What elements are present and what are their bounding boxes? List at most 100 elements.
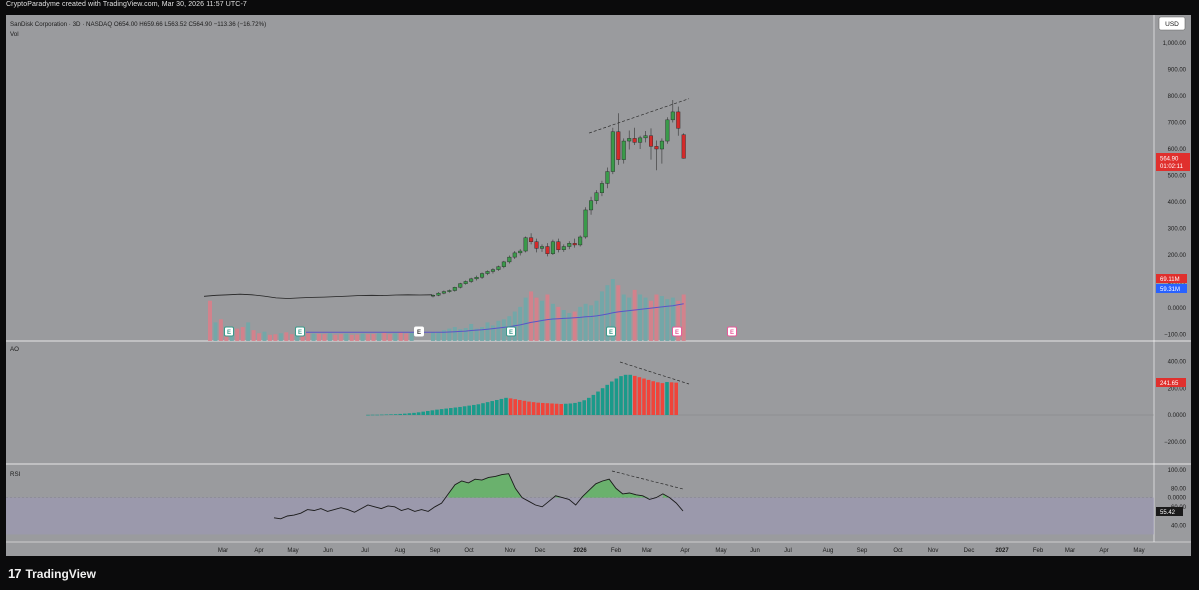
volume-bar <box>267 334 272 341</box>
volume-badge <box>1156 274 1187 283</box>
time-tick-label: Jul <box>361 548 369 554</box>
volume-bar <box>447 328 452 341</box>
volume-bar <box>518 306 523 341</box>
volume-bar <box>441 330 446 341</box>
ao-bar <box>467 405 471 415</box>
earnings-marker-box <box>727 326 737 337</box>
rsi-pane[interactable] <box>6 470 1154 535</box>
volume-bar <box>273 334 278 341</box>
rsi-tick-label: 0.0000 <box>1168 496 1187 502</box>
ao-bar <box>660 383 665 415</box>
volume-bar <box>295 334 300 341</box>
volume-bar <box>496 320 501 341</box>
ao-bar <box>375 414 379 416</box>
candle <box>643 135 648 139</box>
candle <box>474 277 479 280</box>
ao-tick-label: 0.0000 <box>1168 413 1187 419</box>
ao-bar <box>628 374 632 415</box>
price-pane[interactable] <box>203 98 690 299</box>
ao-pane[interactable] <box>366 361 1154 416</box>
candle <box>659 140 664 150</box>
price-tick-label: 900.00 <box>1168 68 1187 74</box>
ao-bar <box>370 414 375 416</box>
price-line-early <box>203 293 433 299</box>
chart-frame[interactable]: E E E E E E E 1,000.00 900.00 800.00 700.00 600.00… <box>6 15 1191 556</box>
volume-bar <box>458 329 463 341</box>
price-tick-label: 800.00 <box>1168 94 1187 100</box>
ao-bar <box>674 382 678 415</box>
volume-badge-value: 59.31M <box>1160 287 1180 293</box>
earnings-marker-box <box>224 326 234 337</box>
ao-bar <box>430 410 435 415</box>
attribution-text: CryptoParadyme created with TradingView.… <box>6 1 247 8</box>
volume-bar <box>632 289 637 341</box>
earnings-marker-label: E <box>298 330 302 336</box>
candle <box>572 243 577 246</box>
ao-bar <box>646 379 651 415</box>
price-tick-label: 700.00 <box>1168 121 1187 127</box>
volume-bar <box>366 334 371 341</box>
earnings-marker-label: E <box>509 330 513 336</box>
earnings-marker-label: E <box>417 330 421 336</box>
ao-bar <box>518 399 522 415</box>
volume-bar <box>621 294 626 341</box>
volume-bar <box>398 332 403 341</box>
price-tick-label: 300.00 <box>1168 227 1187 233</box>
volume-bar <box>490 325 495 341</box>
volume-bar <box>534 297 539 341</box>
time-tick-label: 2026 <box>573 548 587 554</box>
ao-value-badge-text: 241.65 <box>1160 381 1179 387</box>
price-tick-label: 600.00 <box>1168 147 1187 153</box>
ao-bar <box>522 400 527 415</box>
candle <box>540 246 545 249</box>
candle <box>578 236 583 246</box>
candle <box>431 295 436 297</box>
earnings-marker: E <box>295 326 305 337</box>
ao-bar <box>665 382 669 415</box>
earnings-marker-label: E <box>675 330 679 336</box>
volume-bar <box>311 333 316 341</box>
volume-bar <box>208 300 212 341</box>
time-tick-label: Aug <box>823 548 834 554</box>
price-tick-label: 200.00 <box>1168 253 1187 259</box>
ao-trendline <box>619 361 690 385</box>
axes: 1,000.00 900.00 800.00 700.00 600.00 500.00 40… <box>218 41 1187 554</box>
earnings-marker-box <box>606 326 616 337</box>
volume-bar <box>556 306 561 341</box>
ao-bar <box>642 378 646 415</box>
volume-bar <box>627 297 632 341</box>
time-tick-label: Dec <box>964 548 975 554</box>
volume-bar <box>360 333 365 341</box>
chart-svg[interactable]: E E E E E E E 1,000.00 900.00 800.00 700.00 600.00… <box>6 15 1191 556</box>
ao-bar <box>458 406 462 415</box>
last-price-value: 564.90 <box>1160 157 1179 163</box>
ao-bar <box>453 407 458 415</box>
ao-bar <box>416 412 421 415</box>
candle <box>545 246 550 254</box>
candle <box>496 266 501 270</box>
ao-bar <box>554 403 559 415</box>
ao-bar <box>508 398 513 415</box>
volume-bar <box>561 310 566 341</box>
candle <box>480 273 485 278</box>
volume-bar <box>235 328 240 341</box>
volume-bar <box>333 334 338 341</box>
volume-bar <box>349 334 354 341</box>
volume-bar <box>338 334 343 341</box>
grid <box>6 15 1191 543</box>
ao-value-badge <box>1156 378 1186 387</box>
time-tick-label: May <box>287 548 298 554</box>
volume-bar <box>572 311 577 341</box>
tradingview-wordmark: TradingView <box>25 566 96 581</box>
candle <box>670 111 675 121</box>
candle <box>638 137 643 143</box>
candle <box>490 269 495 272</box>
ao-bar <box>614 378 619 415</box>
volume-bar <box>376 333 381 341</box>
earnings-marker: E <box>224 326 234 337</box>
ao-bar <box>564 403 568 415</box>
candle <box>632 138 637 143</box>
currency-button[interactable]: USD <box>1158 16 1186 31</box>
volume-bar <box>246 322 251 341</box>
earnings-marker: E <box>506 326 516 337</box>
